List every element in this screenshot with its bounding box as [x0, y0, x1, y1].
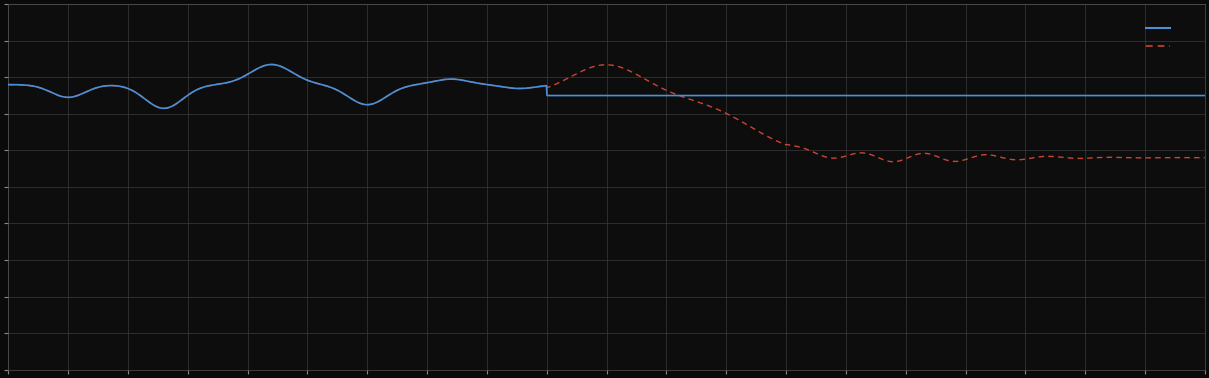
Legend: , : , — [1143, 20, 1182, 56]
